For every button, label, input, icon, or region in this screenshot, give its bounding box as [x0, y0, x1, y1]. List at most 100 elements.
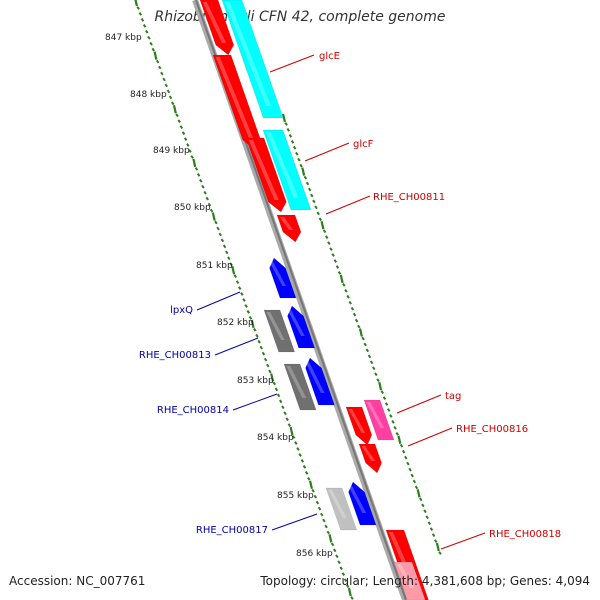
feature-glcF[interactable]	[245, 137, 287, 213]
track-dot	[183, 137, 188, 141]
track-dot	[177, 119, 181, 124]
track-dot	[410, 473, 414, 478]
track-dot	[181, 131, 186, 135]
track-dot	[289, 426, 294, 436]
feature-RHE_CH00811[interactable]	[276, 214, 302, 243]
track-dot	[401, 449, 406, 454]
track-dot	[248, 316, 253, 320]
track-dot	[304, 470, 309, 475]
track-dot	[136, 6, 140, 10]
scale-label: 851 kbp	[196, 261, 233, 271]
gene-label-rhe_ch00814[interactable]: RHE_CH00814	[157, 405, 229, 416]
feature-tag-cds[interactable]	[345, 406, 373, 446]
track-dot	[393, 425, 397, 430]
track-dot	[358, 328, 363, 337]
feature-RHE_CH00817[interactable]	[347, 481, 377, 526]
accession-text: Accession: NC_007761	[9, 574, 146, 588]
feature-grey-1[interactable]	[263, 309, 296, 353]
track-dot	[299, 163, 303, 168]
feature-lpxQ[interactable]	[268, 257, 297, 299]
track-dot	[348, 300, 352, 305]
track-dot	[391, 420, 395, 424]
track-dot	[134, 0, 138, 7]
track-dot	[240, 292, 244, 296]
track-dot	[318, 217, 323, 222]
track-dot	[378, 381, 383, 391]
track-dot	[327, 241, 331, 246]
track-dot	[435, 542, 440, 552]
track-dot	[270, 373, 275, 382]
track-dot	[322, 229, 327, 234]
track-dot	[357, 324, 361, 329]
track-dot	[192, 158, 197, 168]
gene-label-tag[interactable]: tag	[445, 391, 461, 402]
track-dot	[153, 51, 158, 60]
track-dot	[199, 178, 203, 183]
track-dot	[179, 125, 184, 130]
track-dot	[307, 187, 312, 192]
track-dot	[231, 265, 236, 275]
track-dot	[255, 333, 259, 338]
track-dot	[337, 560, 341, 565]
track-dot	[257, 339, 261, 344]
track-dot	[201, 184, 205, 189]
gene-label-rhe_ch00817[interactable]: RHE_CH00817	[196, 525, 268, 536]
track-dot	[363, 342, 367, 347]
track-dot	[372, 366, 376, 371]
gene-label-glce[interactable]: glcE	[319, 51, 340, 62]
genome-stats-text: Topology: circular; Length: 4,381,608 bp…	[260, 574, 590, 588]
track-dot	[235, 280, 240, 284]
gene-label-rhe_ch00811[interactable]: RHE_CH00811	[373, 192, 445, 203]
track-dot	[250, 319, 255, 329]
track-dot	[188, 149, 192, 153]
track-dot	[261, 351, 266, 356]
track-dot	[431, 533, 436, 537]
gene-label-rhe_ch00813[interactable]: RHE_CH00813	[139, 350, 211, 361]
track-dot	[296, 447, 300, 451]
scale-label: 849 kbp	[153, 146, 190, 156]
track-dot	[207, 202, 212, 207]
track-dot	[325, 235, 329, 240]
gene-label-lpxq[interactable]: lpxQ	[170, 305, 193, 316]
gene-label-rhe_ch00816[interactable]: RHE_CH00816	[456, 424, 528, 435]
track-dot	[268, 369, 272, 374]
feature-rna-2[interactable]	[262, 129, 312, 211]
label-pointer	[269, 54, 315, 73]
track-dot	[419, 497, 423, 502]
feature-RHE_CH00813[interactable]	[286, 305, 316, 349]
track-dot	[311, 488, 315, 493]
track-dot	[365, 348, 370, 353]
track-dot	[317, 506, 322, 511]
track-dot	[399, 443, 404, 448]
track-dot	[332, 548, 337, 553]
track-dot	[263, 357, 268, 362]
track-dot	[278, 399, 283, 404]
feature-rna-1[interactable]	[221, 0, 284, 119]
track-dot	[298, 453, 302, 457]
track-dot	[274, 387, 279, 392]
track-dot	[214, 220, 218, 225]
label-pointer	[304, 142, 350, 162]
gene-label-rhe_ch00818[interactable]: RHE_CH00818	[489, 529, 561, 540]
track-dot	[151, 47, 156, 52]
label-pointer	[196, 291, 241, 311]
track-dot	[291, 435, 296, 439]
feature-cds-top[interactable]	[199, 0, 235, 56]
track-dot	[382, 396, 387, 400]
scale-labels-layer: 847 kbp 848 kbp 849 kbp 850 kbp 851 kbp 852 k…	[105, 33, 333, 559]
gene-label-glcf[interactable]: glcF	[353, 139, 374, 150]
feature-grey-3[interactable]	[325, 487, 358, 531]
feature-tag[interactable]	[363, 399, 395, 441]
track-dot	[145, 29, 149, 34]
track-dot	[438, 551, 442, 555]
feature-grey-2[interactable]	[283, 363, 317, 411]
feature-RHE_CH00814[interactable]	[304, 357, 335, 406]
track-dot	[395, 431, 399, 436]
feature-pink-bottom[interactable]	[393, 561, 426, 600]
track-dot	[140, 18, 145, 22]
label-pointers-layer	[196, 54, 486, 550]
feature-RHE_CH00816[interactable]	[358, 443, 382, 474]
track-dot	[281, 405, 285, 410]
track-dot	[308, 480, 313, 490]
